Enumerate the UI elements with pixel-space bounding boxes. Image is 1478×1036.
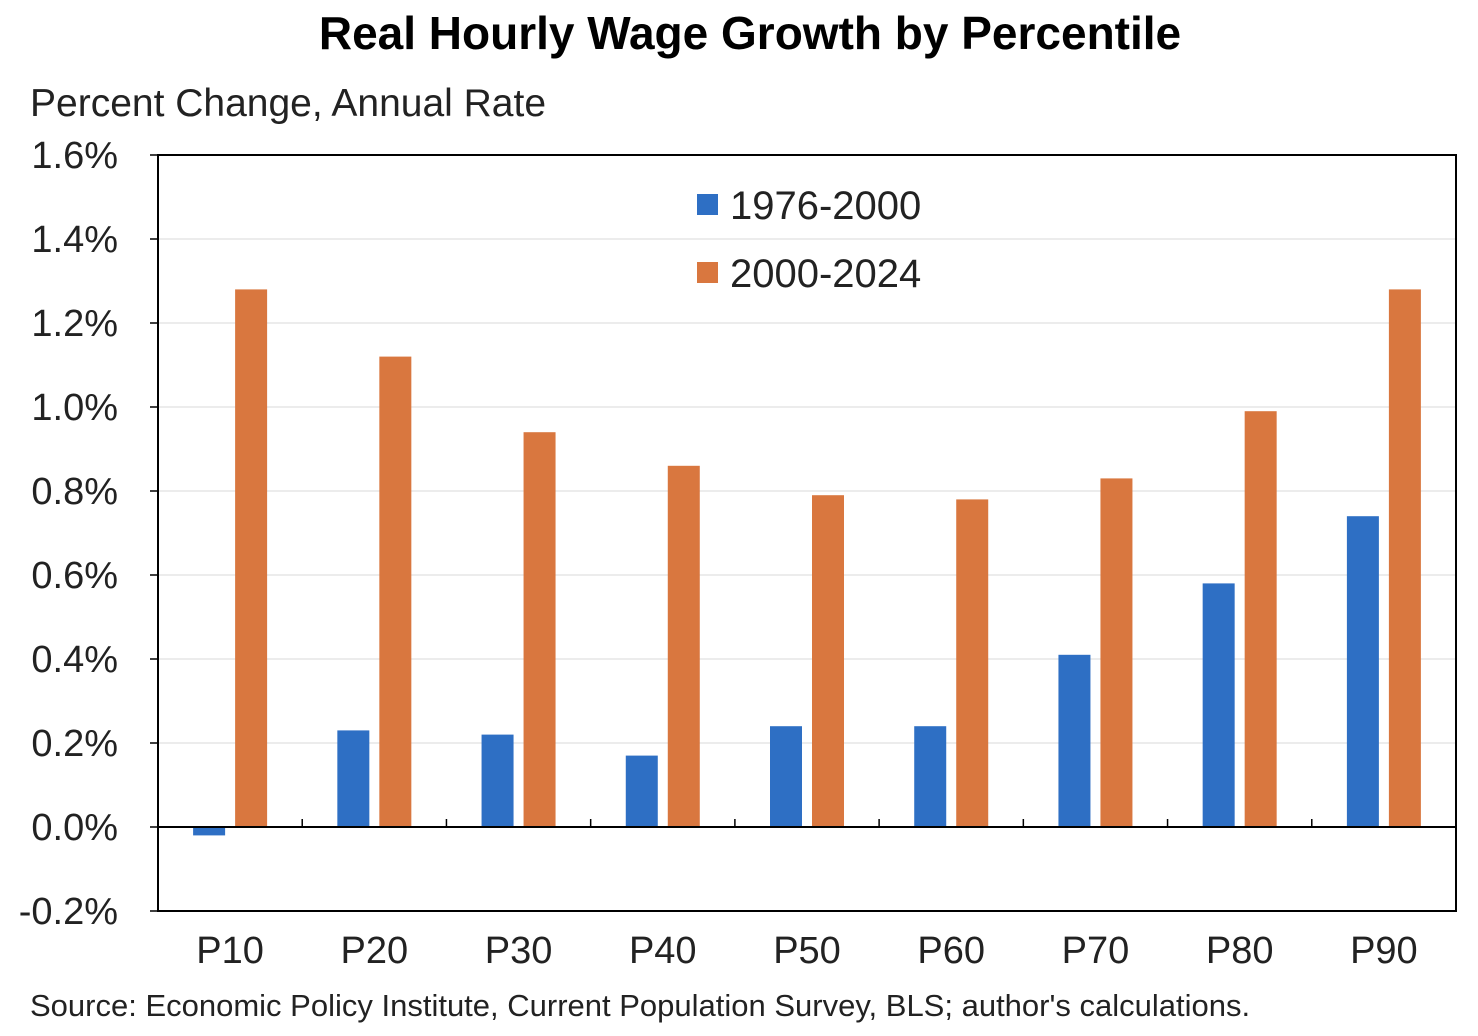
x-tick-label: P40 (629, 930, 697, 972)
bar-p40-series2 (667, 465, 700, 827)
x-tick-label: P80 (1206, 930, 1274, 972)
source-note: Source: Economic Policy Institute, Curre… (30, 988, 1251, 1023)
legend: 1976-2000 2000-2024 (697, 184, 921, 296)
bar-p30-series1 (481, 734, 514, 827)
x-tick-label: P10 (196, 930, 264, 972)
bar-p90-series2 (1388, 289, 1421, 827)
bar-p60-series2 (956, 499, 989, 827)
bar-p30-series2 (523, 432, 556, 827)
y-tick-label: 0.6% (31, 555, 118, 597)
bar-p70-series1 (1058, 654, 1091, 827)
x-tick-labels: P10 P20 P30 P40 P50 P60 P70 P80 P90 (196, 930, 1417, 972)
y-tick-label: 1.0% (31, 387, 118, 429)
bar-p10-series2 (235, 289, 268, 827)
x-tick-label: P30 (485, 930, 553, 972)
bar-p50-series2 (812, 495, 844, 827)
bar-p60-series1 (914, 726, 947, 827)
y-tick-label: 0.4% (31, 639, 118, 681)
y-tick-label: 0.2% (31, 723, 118, 765)
plot-frame (157, 154, 1457, 912)
y-tick-label: -0.2% (19, 891, 118, 933)
legend-label: 1976-2000 (730, 184, 921, 228)
y-tick-label: 0.8% (31, 471, 118, 513)
bar-p80-series2 (1244, 411, 1277, 827)
y-tick-label: 1.2% (31, 303, 118, 345)
gridlines (158, 154, 1456, 912)
bar-p20-series1 (337, 730, 370, 827)
bar-p40-series1 (625, 755, 658, 827)
bar-p70-series2 (1100, 478, 1133, 827)
bars (193, 289, 1421, 836)
x-tick-label: P90 (1350, 930, 1418, 972)
bar-p80-series1 (1202, 583, 1235, 827)
y-tick-label: 1.6% (31, 135, 118, 177)
y-tick-label: 0.0% (31, 807, 118, 849)
x-tick-label: P50 (773, 930, 841, 972)
legend-swatch (697, 194, 718, 215)
bar-p50-series1 (770, 726, 802, 827)
legend-swatch (697, 262, 718, 283)
x-tick-label: P70 (1062, 930, 1130, 972)
y-axis-label: Percent Change, Annual Rate (30, 82, 547, 125)
x-tick-label: P60 (917, 930, 985, 972)
y-tick-labels: -0.2% 0.0% 0.2% 0.4% 0.6% 0.8% 1.0% 1.2% 1.4% 1.6… (19, 135, 118, 933)
bar-p10-series1 (193, 827, 226, 836)
y-tick-label: 1.4% (31, 219, 118, 261)
legend-label: 2000-2024 (730, 252, 921, 296)
chart-title: Real Hourly Wage Growth by Percentile (318, 7, 1182, 59)
bar-p90-series1 (1346, 516, 1379, 827)
x-tick-label: P20 (341, 930, 409, 972)
bar-p20-series2 (379, 356, 412, 827)
axes (150, 154, 1457, 912)
